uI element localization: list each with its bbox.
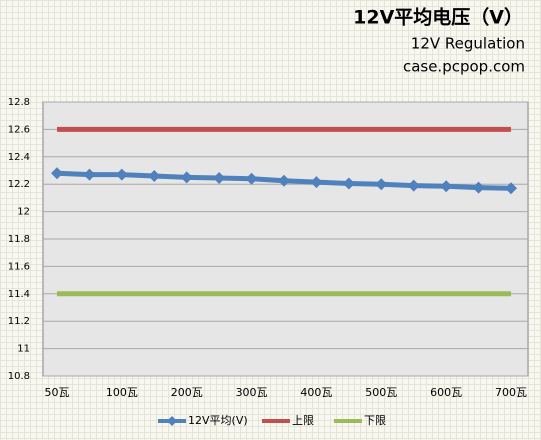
- legend-label: 下限: [364, 414, 386, 427]
- y-tick-label: 11: [17, 344, 30, 355]
- y-tick-label: 11.2: [8, 316, 30, 327]
- x-tick-label: 50瓦: [45, 386, 70, 399]
- y-tick-label: 12.8: [8, 97, 30, 108]
- y-tick-label: 12.4: [8, 152, 30, 163]
- legend-marker: [167, 416, 177, 426]
- point-marker: [342, 177, 355, 190]
- chart-title: 12V平均电压（V）: [353, 6, 523, 29]
- y-tick-label: 12.6: [8, 124, 30, 135]
- x-tick-label: 200瓦: [171, 386, 203, 399]
- point-marker: [505, 182, 517, 195]
- legend-label: 上限: [292, 414, 314, 427]
- point-marker: [148, 169, 161, 182]
- chart-source: case.pcpop.com: [403, 58, 525, 76]
- point-marker: [472, 181, 485, 194]
- chart-subtitle: 12V Regulation: [411, 35, 525, 53]
- y-tick-label: 11.6: [8, 261, 30, 272]
- x-tick-label: 500瓦: [365, 386, 397, 399]
- x-tick-label: 700瓦: [495, 386, 527, 399]
- point-marker: [245, 172, 258, 185]
- y-tick-label: 11.4: [8, 289, 30, 300]
- point-marker: [310, 176, 323, 189]
- y-tick-label: 11.8: [8, 234, 30, 245]
- legend-label: 12V平均(V): [188, 414, 248, 427]
- point-marker: [407, 179, 420, 192]
- point-marker: [115, 168, 128, 181]
- point-marker: [83, 168, 96, 181]
- y-tick-label: 12: [17, 207, 30, 218]
- point-marker: [180, 171, 193, 184]
- point-marker: [213, 172, 226, 185]
- y-tick-label: 10.8: [8, 371, 30, 382]
- point-marker: [375, 178, 388, 191]
- x-tick-label: 400瓦: [300, 386, 332, 399]
- point-marker: [440, 180, 453, 193]
- x-tick-label: 600瓦: [430, 386, 462, 399]
- point-marker: [51, 167, 63, 180]
- x-tick-label: 300瓦: [236, 386, 268, 399]
- x-tick-label: 100瓦: [106, 386, 138, 399]
- y-tick-label: 12.2: [8, 179, 30, 190]
- point-marker: [278, 174, 290, 187]
